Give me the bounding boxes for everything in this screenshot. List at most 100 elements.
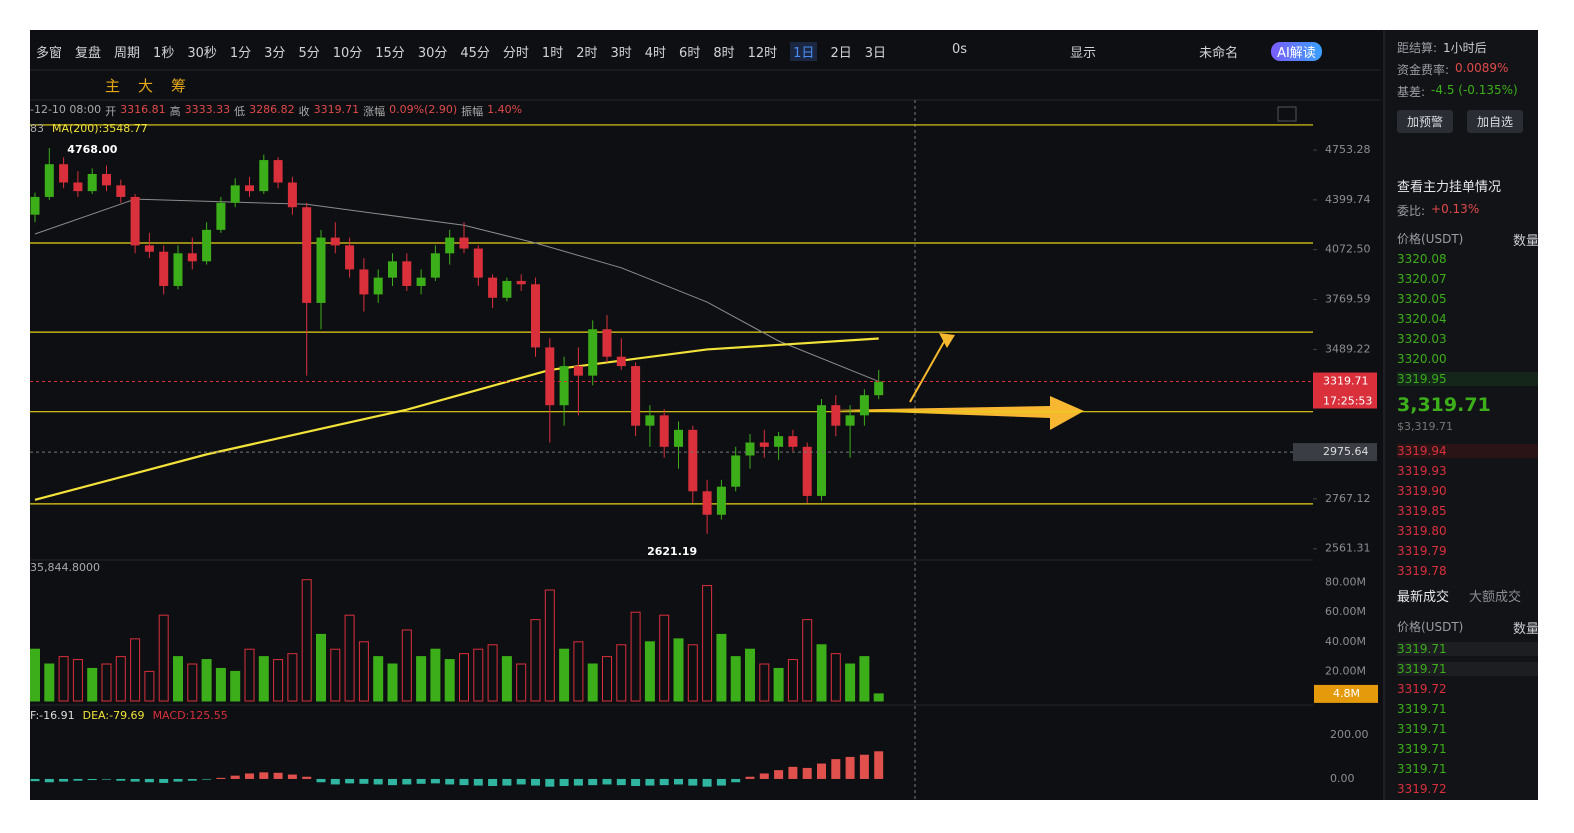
candle-body [230,185,240,203]
info-item: 低 [234,105,246,118]
macd-bar [116,778,126,781]
candle-body [645,415,655,426]
candle-body [859,395,869,416]
volume-bar [230,670,241,702]
volume-bar [687,644,698,702]
volume-bar [473,648,484,702]
macd-bar [202,778,212,780]
candle-body [216,202,226,230]
volume-bar [773,667,784,702]
candle-body [602,329,612,357]
candle-body [388,261,397,278]
volume-bar [316,633,326,702]
toolbar-item[interactable]: 多窗 [36,46,63,61]
macd-bar [144,778,154,783]
period-button[interactable]: 分时 [502,46,529,61]
ma-line [34,198,879,382]
candle-body [659,415,669,447]
toolbar-item[interactable]: AI解读 [1271,42,1322,61]
ma-header: 83 MA(200):3548.77 [30,122,148,135]
toolbar-item[interactable]: 周期 [114,46,141,61]
toolbar-item[interactable]: 未命名 [1199,46,1239,61]
period-button[interactable]: 10分 [332,46,363,61]
period-button[interactable]: 4时 [644,46,667,61]
period-button[interactable]: 1日 [790,42,818,61]
candle-body [102,174,111,186]
volume-bar [845,663,856,702]
toolbar-item[interactable]: 复盘 [75,46,102,61]
period-button[interactable]: 45分 [460,46,490,61]
period-button[interactable]: 2日 [830,46,852,61]
candle-body [287,182,297,208]
period-button[interactable]: 1分 [229,46,252,61]
period-button[interactable]: 5分 [298,46,320,61]
last-price: 3319.71 [1323,375,1369,388]
bid-price: 3319.85 [1397,504,1447,518]
candle-body [373,277,383,295]
volume-bar [673,638,684,702]
tool-button[interactable]: 大 [138,77,154,95]
volume-bar [802,619,813,702]
ask-price: 3320.07 [1397,272,1447,286]
tool-button[interactable]: 筹 [171,77,187,95]
panel-button[interactable]: 加自选 [1467,110,1524,133]
candle-body [845,415,855,426]
macd-bar [388,778,397,786]
volume-bar [58,656,69,702]
period-button[interactable]: 2时 [576,46,598,61]
panel-label: 基差: [1397,85,1426,99]
period-button[interactable]: 8时 [713,46,735,61]
macd-bar [445,778,455,785]
volume-tick-label: 40.00M [1325,635,1366,648]
period-button[interactable]: 30分 [417,46,448,61]
tool-button[interactable]: 主 [105,77,121,95]
period-button[interactable]: 1秒 [153,46,175,61]
candle-body [30,196,40,215]
low-label: 2621.19 [647,545,697,558]
toolbar-item[interactable]: 0s [952,42,968,57]
volume-bar [787,659,798,702]
period-button[interactable]: 3分 [264,46,286,61]
period-button[interactable]: 3日 [864,46,886,61]
candle-body [788,436,798,447]
toolbar-item[interactable]: 显示 [1070,46,1097,61]
candle-body [731,455,741,487]
volume-bar [158,614,169,702]
macd-bar [316,778,326,783]
macd-tick-label: 0.00 [1330,772,1355,785]
volume-bar [430,648,441,702]
period-button[interactable]: 3时 [610,46,632,61]
orders-link[interactable]: 查看主力挂单情况 [1397,180,1502,195]
period-button[interactable]: 1时 [541,46,564,61]
ask-price: 3320.08 [1397,252,1447,266]
tab[interactable]: 最新成交 [1397,590,1450,605]
y-tick-label: 4399.74 [1325,193,1371,206]
tab[interactable]: 大额成交 [1469,590,1522,605]
volume-bar [215,667,226,702]
macd-bar [831,759,841,779]
screen: 4753.28 4399.74 4072.50 3769.59 3489.22 2767.… [30,30,1538,800]
panel-button[interactable]: 加预警 [1397,110,1454,133]
trade-price: 3319.71 [1397,662,1538,676]
period-button[interactable]: 12时 [747,46,778,61]
period-button[interactable]: 30秒 [187,46,217,61]
price-tag [1313,372,1377,409]
macd-bar [759,773,769,779]
period-button[interactable]: 15分 [375,46,405,61]
volume-bar [387,663,398,702]
volume-bar [573,641,584,702]
volume-tick-label: 20.00M [1325,664,1366,677]
volume-bar [659,614,670,702]
trade-price: 3319.71 [1397,702,1447,716]
expand-icon[interactable] [1277,106,1297,122]
volume-tick-label: 60.00M [1325,605,1366,618]
volume-bar [544,589,555,702]
period-button[interactable]: 6时 [679,46,701,61]
volume-bar [301,579,312,702]
arrow-up [909,339,946,403]
info-item: 振幅 [461,105,484,118]
candle-body [87,174,97,192]
chart-bg [30,30,1380,800]
countdown: 17:25:53 [1323,395,1372,408]
